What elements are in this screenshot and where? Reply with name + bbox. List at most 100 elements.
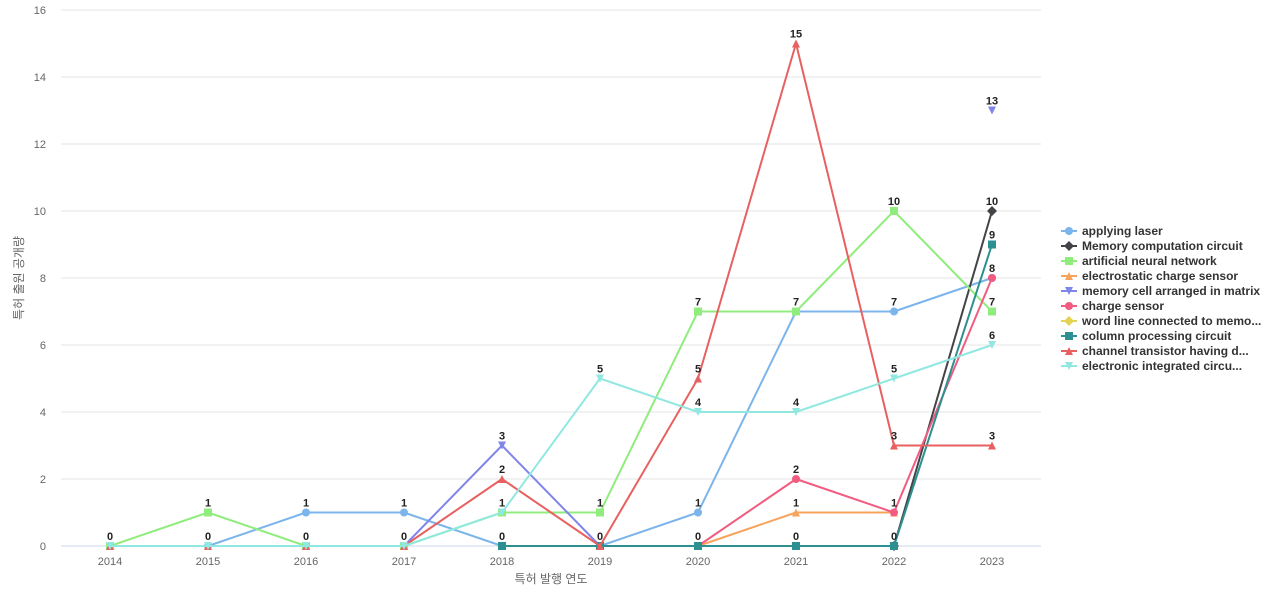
legend-marker [1065,347,1073,355]
data-point [694,307,702,316]
data-label: 7 [989,297,995,309]
data-label: 1 [303,498,309,510]
data-label: 3 [989,431,995,443]
x-tick-label: 2020 [686,556,710,568]
data-point [890,207,898,215]
legend-item[interactable]: channel transistor having d... [1061,344,1249,358]
data-label: 1 [793,498,799,510]
legend-item[interactable]: memory cell arranged in matrix [1061,284,1260,298]
legend-label: column processing circuit [1082,329,1231,343]
data-label: 5 [597,364,603,376]
legend-item[interactable]: Memory computation circuit [1061,239,1243,253]
grid-lines [61,9,1041,547]
legend-label: applying laser [1082,224,1163,238]
data-point [792,408,800,416]
data-point [694,508,702,517]
data-point [792,475,800,483]
data-point [988,441,996,450]
x-tick-label: 2014 [98,556,122,568]
legend-marker [1065,257,1073,265]
x-tick-label: 2016 [294,556,318,568]
data-label: 0 [695,531,701,543]
legend-marker [1065,272,1073,280]
legend-marker [1065,332,1073,340]
series-line [110,42,992,547]
data-point [302,542,310,550]
data-point [988,307,996,316]
data-point [694,408,702,416]
data-label: 0 [891,531,897,543]
y-axis-title: 특허 출원 공개량 [12,236,26,320]
data-label: 0 [793,531,799,543]
legend-item[interactable]: applying laser [1061,224,1163,238]
series-lines [106,39,997,551]
data-label: 7 [891,297,897,309]
data-point [400,542,408,550]
data-label: 3 [499,431,505,443]
data-label: 7 [793,297,799,309]
y-tick-label: 6 [40,340,46,352]
data-point [890,374,898,383]
data-label: 4 [793,397,800,409]
data-label: 1 [499,498,505,510]
data-label: 5 [891,364,897,376]
data-label: 0 [303,531,309,543]
legend-item[interactable]: electronic integrated circu... [1061,359,1242,373]
data-point [106,542,114,550]
y-tick-label: 2 [40,474,46,486]
series-9 [106,341,996,550]
y-tick-label: 8 [40,273,46,285]
data-label: 10 [986,196,998,208]
x-tick-label: 2017 [392,556,416,568]
x-axis-title: 특허 발행 연도 [515,571,588,586]
legend-label: Memory computation circuit [1082,239,1243,253]
data-label: 7 [695,297,701,309]
data-label: 6 [989,330,995,342]
data-label: 0 [597,531,603,543]
data-point [498,441,506,450]
legend-marker [1064,316,1074,326]
data-label: 0 [401,531,407,543]
legend-item[interactable]: electrostatic charge sensor [1061,269,1238,283]
data-point [890,441,898,450]
data-point [204,508,212,517]
data-label: 5 [695,364,701,376]
x-tick-label: 2021 [784,556,808,568]
data-point [694,374,702,383]
data-label: 8 [989,263,995,275]
data-label: 1 [401,498,407,510]
legend-item[interactable]: artificial neural network [1061,254,1217,268]
data-point [498,542,506,550]
y-tick-label: 4 [40,407,46,419]
data-label: 0 [107,531,113,543]
series-line [502,244,993,547]
data-label: 3 [891,431,897,443]
data-point [988,274,996,282]
data-point [498,475,506,483]
legend-item[interactable]: word line connected to memo... [1061,314,1261,328]
y-tick-label: 10 [34,206,46,218]
legend-marker [1064,241,1074,251]
data-label: 2 [499,464,505,476]
data-point [792,542,800,550]
data-point [596,374,604,383]
legend-marker [1065,287,1073,295]
series-2 [106,207,996,550]
data-point [302,508,310,517]
data-label: 0 [499,531,505,543]
x-tick-label: 2019 [588,556,612,568]
series-8 [106,39,996,550]
legend-label: artificial neural network [1082,254,1217,268]
legend-item[interactable]: charge sensor [1061,299,1164,313]
data-label: 0 [205,531,211,543]
data-point [792,508,800,517]
x-tick-label: 2018 [490,556,514,568]
legend-item[interactable]: column processing circuit [1061,329,1231,343]
data-point [988,240,996,249]
data-point [792,307,800,316]
x-axis-ticks: 2014 2015 2016 2017 2018 2019 2020 2021 2022 2023 [98,556,1004,568]
data-labels: 0101010321051075410157421010753101310987… [107,29,998,544]
legend-label: memory cell arranged in matrix [1082,284,1260,298]
